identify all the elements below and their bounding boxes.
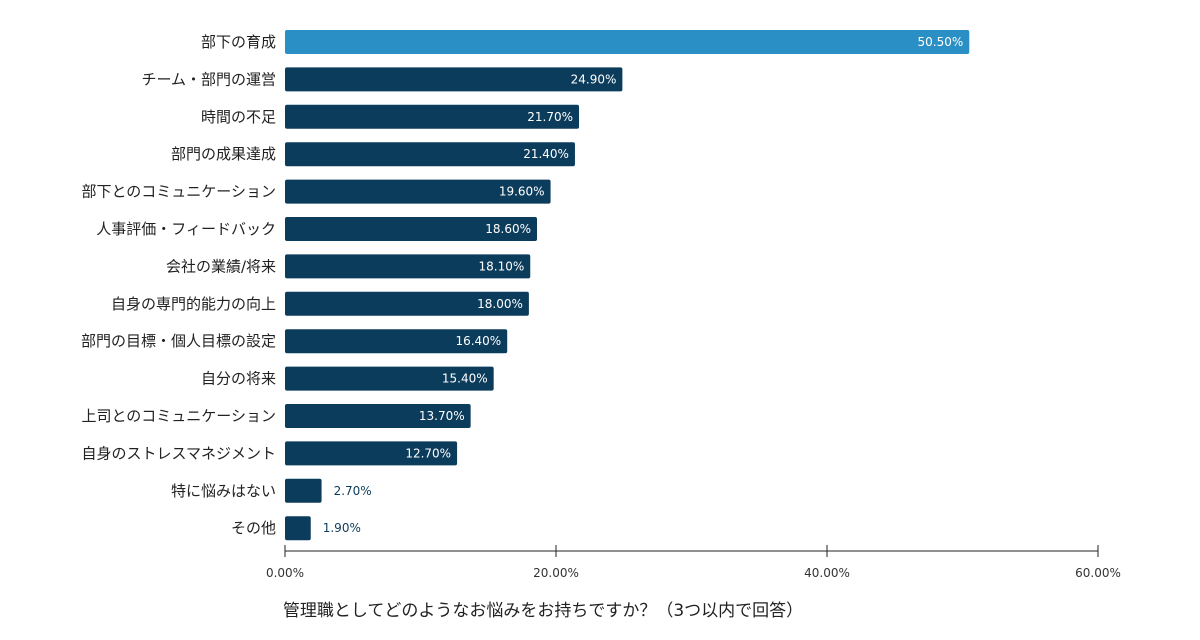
category-label: 会社の業績/将来 xyxy=(166,257,276,275)
data-label: 50.50% xyxy=(918,35,964,49)
x-tick-label: 40.00% xyxy=(804,566,850,580)
category-label: 部下の育成 xyxy=(201,33,276,51)
category-label: 自分の将来 xyxy=(201,370,276,388)
bar xyxy=(285,254,531,279)
bar xyxy=(285,179,551,204)
bar xyxy=(285,217,538,241)
x-tick-label: 60.00% xyxy=(1075,566,1121,580)
x-axis-title: 管理職としてどのようなお悩みをお持ちですか？（3つ以内で回答） xyxy=(283,601,803,621)
data-label: 16.40% xyxy=(455,334,501,348)
data-label: 15.40% xyxy=(442,372,488,386)
bars-group xyxy=(285,30,970,541)
data-label: 19.60% xyxy=(499,185,545,199)
category-label: 自身の専門的能力の向上 xyxy=(111,295,276,313)
category-label: 時間の不足 xyxy=(201,108,276,126)
x-axis: 0.00% 20.00% 40.00% 60.00% xyxy=(266,545,1121,580)
category-labels-group: 部下の育成チーム・部門の運営時間の不足部門の成果達成部下とのコミュニケーション人… xyxy=(81,33,276,537)
data-label: 18.00% xyxy=(477,297,523,311)
bar xyxy=(285,67,623,92)
bar xyxy=(285,366,494,391)
category-label: 人事評価・フィードバック xyxy=(96,220,276,238)
category-label: 部門の成果達成 xyxy=(171,145,276,163)
data-label: 12.70% xyxy=(405,446,451,460)
category-label: 上司とのコミュニケーション xyxy=(81,407,276,425)
data-label: 1.90% xyxy=(323,521,361,535)
category-label: 特に悩みはない xyxy=(171,482,276,500)
bar xyxy=(285,291,529,316)
bar xyxy=(285,329,508,354)
data-label: 24.90% xyxy=(571,72,617,86)
data-label: 21.70% xyxy=(527,110,573,124)
bar xyxy=(285,142,575,167)
bar xyxy=(285,104,580,129)
category-label: 部下とのコミュニケーション xyxy=(81,183,276,201)
value-labels-group: 50.50% 24.90% 21.70% 21.40% 19.60% 18.60% 18.1… xyxy=(323,35,964,535)
x-tick-label: 20.00% xyxy=(533,566,579,580)
x-tick-label: 0.00% xyxy=(266,566,304,580)
category-label: 部門の目標・個人目標の設定 xyxy=(81,332,276,350)
category-label: その他 xyxy=(231,519,276,537)
bar xyxy=(285,404,471,428)
bar xyxy=(285,441,458,466)
data-label: 2.70% xyxy=(334,484,372,498)
bar xyxy=(285,478,322,503)
category-label: チーム・部門の運営 xyxy=(141,70,276,88)
data-label: 13.70% xyxy=(419,409,465,423)
category-label: 自身のストレスマネジメント xyxy=(81,444,276,462)
bar xyxy=(285,30,970,54)
data-label: 18.10% xyxy=(478,259,524,273)
bar xyxy=(285,516,311,541)
data-label: 18.60% xyxy=(485,222,531,236)
data-label: 21.40% xyxy=(523,147,569,161)
